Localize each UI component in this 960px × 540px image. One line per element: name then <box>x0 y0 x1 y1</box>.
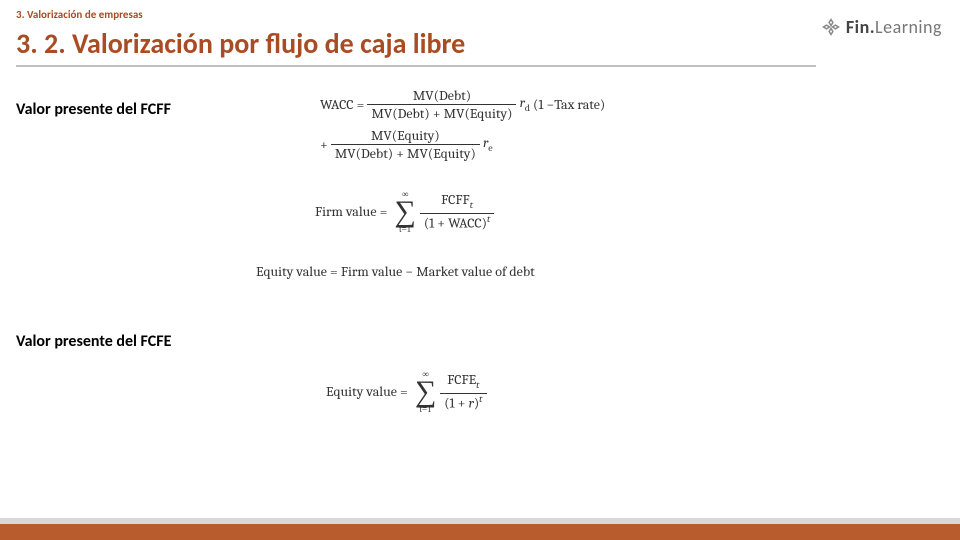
formula-firm-value: Firm value = ∞ ∑ t=1 FCFFt (1 + WACC)t <box>315 190 615 234</box>
logo-text: Fin.Learning <box>846 16 942 38</box>
formula-wacc: WACC = MV(Debt) MV(Debt) + MV(Equity) rd… <box>320 88 720 162</box>
breadcrumb: 3. Valorización de empresas <box>16 8 143 21</box>
cross-icon <box>822 18 840 36</box>
formula-equity-from-firm: Equity value = Firm value − Market value… <box>256 264 716 279</box>
footer-bar <box>0 518 960 540</box>
page-title: 3. 2. Valorización por flujo de caja lib… <box>16 26 816 67</box>
subheading-fcfe: Valor presente del FCFE <box>16 332 171 351</box>
formula-equity-fcfe: Equity value = ∞ ∑ t=1 FCFEt (1 + r)t <box>326 370 626 414</box>
subheading-fcff: Valor presente del FCFF <box>16 100 171 119</box>
brand-logo: Fin.Learning <box>822 16 942 38</box>
